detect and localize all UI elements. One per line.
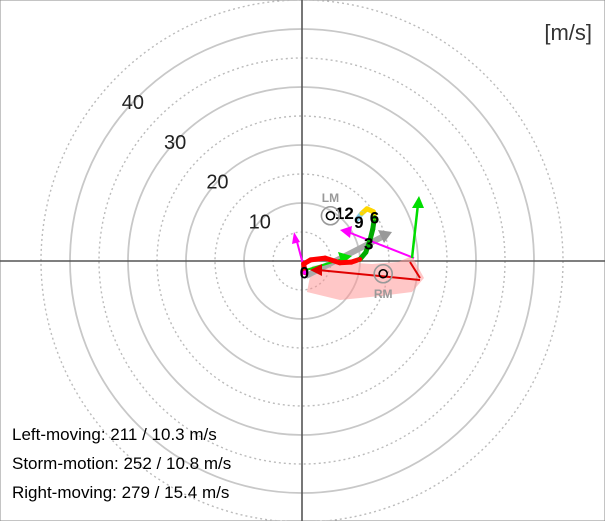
trace-point <box>357 257 363 262</box>
lm-shear-vector-head <box>340 226 352 238</box>
trace-point <box>323 255 328 261</box>
storm-motion-label-rm: RM <box>374 287 393 301</box>
trace-point <box>301 261 306 267</box>
storm-motion-info: Left-moving: 211 / 10.3 m/s Storm-motion:… <box>12 425 231 502</box>
trace-point <box>367 238 373 243</box>
lm-shear-vector <box>347 231 415 259</box>
trace-point <box>354 217 360 222</box>
height-label-6: 6 <box>370 209 379 228</box>
height-label-0: 0 <box>300 264 309 283</box>
mean-wind-vector-head <box>378 230 392 243</box>
rm-motion-vector-head <box>310 264 322 276</box>
ring-label: 40 <box>122 92 144 114</box>
trace-point <box>337 260 342 265</box>
trace-segment <box>322 255 343 266</box>
unit-label: [m/s] <box>544 20 592 45</box>
storm-motion-label-lm: LM <box>322 191 339 205</box>
shear-shaded-area <box>307 256 424 300</box>
info-line: Right-moving: 279 / 15.4 m/s <box>12 483 229 502</box>
trace-point <box>364 206 370 211</box>
storm-motion-point <box>325 210 336 221</box>
ring-labels: 10 20 30 40 <box>122 92 271 233</box>
hodograph-trace <box>301 206 377 276</box>
ring-label: 10 <box>249 211 271 233</box>
trace-point <box>370 226 375 232</box>
info-line: Storm-motion: 252 / 10.8 m/s <box>12 454 231 473</box>
trace-point <box>302 270 308 275</box>
info-line: Left-moving: 211 / 10.3 m/s <box>12 425 217 444</box>
height-label-9: 9 <box>354 213 363 232</box>
storm-motion-point <box>378 268 389 279</box>
storm-motion-ring <box>373 263 394 284</box>
rm-motion-vector <box>317 269 421 281</box>
deep-shear-vector-head <box>412 196 424 208</box>
storm-motion-markers: LM RM <box>320 191 394 301</box>
ring-label: 30 <box>164 132 186 154</box>
height-label-3: 3 <box>364 235 373 254</box>
trace-point <box>359 211 364 216</box>
rm-deviation-line <box>409 261 421 279</box>
rm-shear-vector-head <box>292 232 300 244</box>
deep-shear-vector <box>410 203 420 259</box>
trace-point <box>371 209 376 214</box>
trace-point <box>349 259 354 265</box>
ring-label: 20 <box>206 172 228 194</box>
trace-point <box>372 215 377 220</box>
trace-point <box>308 257 313 263</box>
trace-point <box>363 250 368 255</box>
storm-motion-ring <box>320 205 341 226</box>
